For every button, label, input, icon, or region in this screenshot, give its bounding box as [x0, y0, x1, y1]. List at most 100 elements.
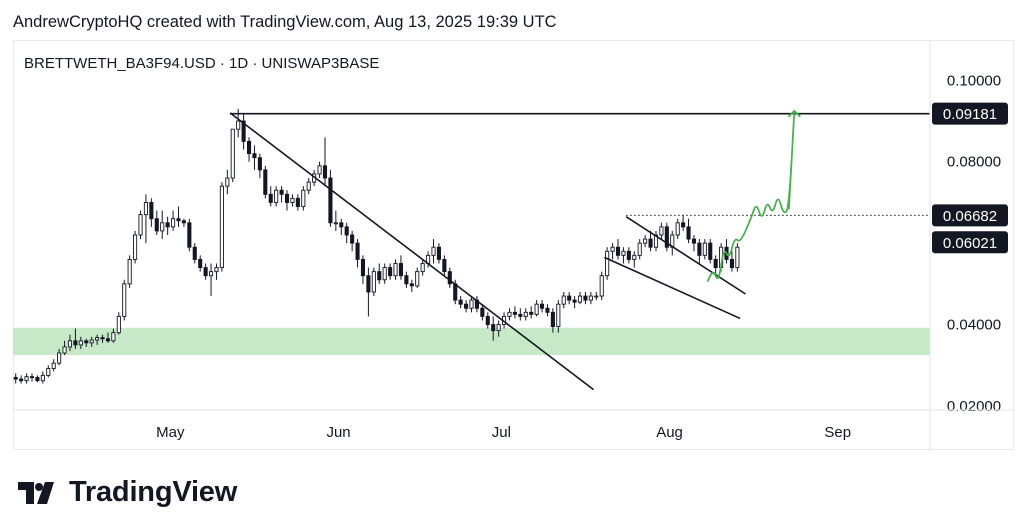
candle [377, 263, 382, 284]
candle-body-down [279, 189, 284, 195]
candle-body-up [46, 368, 51, 376]
candle [561, 291, 566, 309]
symbol-label: BRETTWETH_BA3F94.USD · 1D · UNISWAP3BASE [24, 55, 380, 72]
candle-body-up [333, 222, 338, 225]
candle-body-up [111, 332, 116, 342]
candle-body-down [458, 299, 463, 305]
candle [485, 312, 490, 329]
price-badge-label: 0.06021 [943, 235, 997, 252]
candle-body-up [561, 295, 566, 305]
candle-body-down [539, 303, 545, 309]
candle [702, 239, 707, 260]
candle-body-down [350, 234, 355, 244]
candle-body-down [729, 258, 734, 269]
candle [653, 230, 659, 252]
candle [491, 316, 496, 341]
candle-body-down [73, 340, 78, 346]
candle-body-up [735, 246, 740, 269]
candle-body-down [257, 157, 262, 171]
candle [78, 336, 83, 349]
candle [643, 235, 648, 248]
candle [154, 210, 159, 235]
candle [556, 300, 561, 333]
candle-body-up [95, 337, 100, 341]
candle [518, 308, 523, 321]
candle-body-up [702, 242, 707, 256]
candle [274, 186, 279, 207]
candle-body-up [160, 222, 165, 232]
candle-body-up [89, 339, 94, 344]
candle-body-up [301, 189, 306, 207]
candle-body-up [469, 299, 474, 309]
candle-body-down [355, 242, 360, 260]
candle-body-down [512, 311, 517, 315]
candle [171, 210, 176, 231]
candle-body-down [13, 376, 18, 380]
candle-body-down [681, 222, 686, 228]
candle-body-up [637, 242, 642, 256]
candle-body-down [686, 226, 691, 240]
candle-body-down [572, 299, 577, 303]
candle-body-down [192, 246, 197, 260]
candle [160, 210, 165, 240]
candle [588, 291, 593, 305]
candle-body-up [523, 311, 528, 317]
candle-body-up [577, 295, 583, 303]
candle [523, 308, 528, 321]
price-axis: 0.10000 0.08000 0.04000 0.02000 0.09181 0.066… [929, 40, 1008, 450]
candle [583, 291, 588, 305]
candle-body-down [360, 258, 366, 277]
candle [415, 267, 420, 288]
trendline-0 [229, 112, 595, 391]
candle [236, 108, 241, 138]
candle-body-down [149, 201, 154, 220]
projection-layer [706, 109, 801, 283]
candle-body-down [615, 246, 621, 256]
candle-body-up [496, 324, 501, 332]
candle [507, 308, 512, 321]
candle [268, 186, 273, 207]
candle-body-down [436, 246, 441, 260]
trendlines-layer [229, 112, 746, 391]
candle-body-down [35, 376, 40, 382]
projection-arrowhead [787, 109, 801, 118]
candle [567, 291, 572, 305]
candle [100, 334, 105, 343]
candle-body-down [176, 218, 181, 222]
trendline-2 [604, 256, 741, 320]
candle-body-down [344, 226, 349, 236]
price-badge-bg [932, 102, 1008, 125]
candle-body-up [171, 218, 176, 228]
candle-body-down [29, 376, 35, 379]
candle [209, 263, 214, 297]
candle [51, 359, 56, 372]
candle [496, 320, 501, 337]
candle-body-down [84, 340, 89, 344]
candle [355, 239, 360, 268]
tradingview-wordmark: TradingView [69, 476, 238, 508]
candle-body-down [268, 193, 273, 203]
candle [84, 338, 89, 347]
candle-body-down [648, 238, 653, 248]
candle [225, 169, 230, 195]
candle [572, 296, 577, 309]
candle [697, 239, 702, 264]
candle-body-down [388, 267, 393, 277]
candle [605, 247, 610, 280]
candle-body-up [605, 250, 610, 277]
price-badge: 0.09181 [932, 102, 1008, 125]
candle-body-down [442, 258, 447, 273]
candle [708, 239, 713, 264]
candle [512, 306, 517, 319]
candle-body-up [24, 376, 29, 382]
candle-body-up [415, 271, 420, 287]
candle [89, 336, 94, 347]
price-tick-label: 0.02000 [947, 398, 1001, 415]
candle-body-down [295, 197, 300, 207]
candle [111, 328, 116, 343]
candle [420, 259, 425, 276]
tradingview-brand[interactable]: TradingView [18, 476, 237, 509]
candle [149, 198, 154, 227]
candle [279, 186, 284, 203]
